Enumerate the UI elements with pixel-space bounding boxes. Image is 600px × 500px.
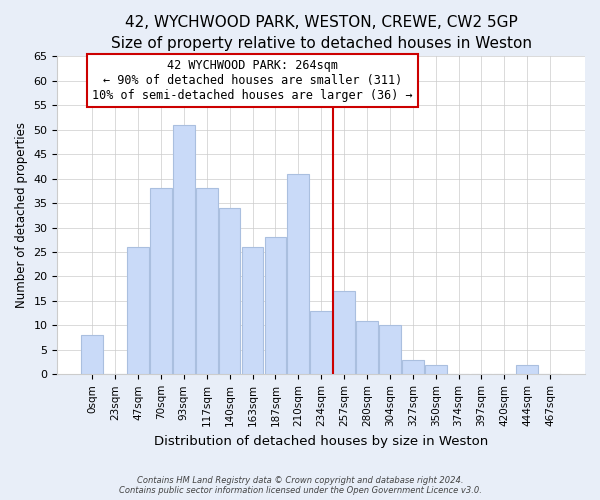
Bar xyxy=(82,335,103,374)
Bar xyxy=(173,125,195,374)
Y-axis label: Number of detached properties: Number of detached properties xyxy=(15,122,28,308)
Bar xyxy=(379,326,401,374)
Bar xyxy=(265,238,286,374)
Text: Contains HM Land Registry data © Crown copyright and database right 2024.
Contai: Contains HM Land Registry data © Crown c… xyxy=(119,476,481,495)
Bar xyxy=(517,364,538,374)
Bar xyxy=(333,291,355,374)
Bar xyxy=(310,310,332,374)
Bar xyxy=(287,174,309,374)
Bar xyxy=(127,247,149,374)
Title: 42, WYCHWOOD PARK, WESTON, CREWE, CW2 5GP
Size of property relative to detached : 42, WYCHWOOD PARK, WESTON, CREWE, CW2 5G… xyxy=(111,15,532,51)
Bar xyxy=(402,360,424,374)
Text: 42 WYCHWOOD PARK: 264sqm
← 90% of detached houses are smaller (311)
10% of semi-: 42 WYCHWOOD PARK: 264sqm ← 90% of detach… xyxy=(92,59,413,102)
Bar xyxy=(242,247,263,374)
Bar xyxy=(425,364,446,374)
X-axis label: Distribution of detached houses by size in Weston: Distribution of detached houses by size … xyxy=(154,434,488,448)
Bar xyxy=(196,188,218,374)
Bar xyxy=(150,188,172,374)
Bar xyxy=(219,208,241,374)
Bar xyxy=(356,320,378,374)
